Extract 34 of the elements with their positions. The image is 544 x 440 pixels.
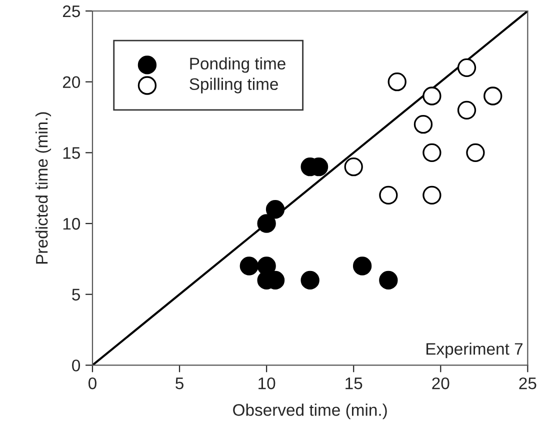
legend-label: Ponding time — [190, 57, 286, 73]
point — [484, 86, 502, 106]
y-tick-label: 10 — [63, 218, 80, 230]
x-tick-label: 25 — [519, 377, 536, 390]
x-tick-label: 20 — [432, 377, 450, 390]
y-tick-label: 15 — [63, 147, 80, 159]
annotation: Experiment 7 — [426, 342, 522, 358]
point — [257, 214, 276, 233]
point — [240, 256, 258, 276]
point — [466, 143, 485, 162]
y-axis-title: Predicted time (min.) — [35, 112, 52, 264]
point — [422, 86, 442, 106]
point — [457, 58, 476, 78]
point — [414, 115, 433, 134]
x-tick-label: 0 — [88, 377, 96, 390]
x-tick-label: 15 — [346, 378, 362, 390]
x-tick-label: 5 — [176, 378, 184, 390]
point — [422, 186, 442, 205]
y-tick-label: 0 — [72, 360, 80, 372]
x-tick-label: 10 — [258, 377, 276, 390]
point — [379, 186, 398, 205]
point — [457, 100, 476, 120]
point — [422, 143, 442, 162]
point — [388, 72, 406, 92]
y-tick-label: 20 — [62, 76, 80, 88]
y-tick-label: 5 — [72, 288, 80, 301]
point — [344, 158, 363, 176]
point — [352, 256, 372, 276]
point — [266, 200, 285, 219]
point — [379, 270, 398, 290]
point — [300, 270, 320, 290]
y-tick-label: 25 — [62, 5, 80, 18]
legend-label: Spilling time — [190, 78, 278, 94]
x-axis-title: Observed time (min.) — [233, 404, 387, 420]
